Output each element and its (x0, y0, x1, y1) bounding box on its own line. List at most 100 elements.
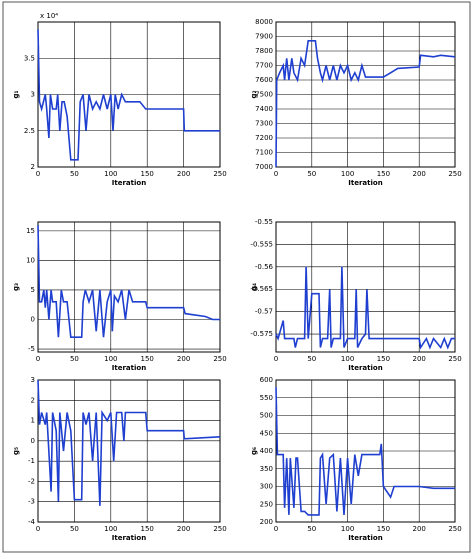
y-tick-label: 3.5 (24, 54, 35, 62)
x-tick-label: 200 (177, 355, 190, 363)
y-tick-label: 200 (260, 518, 273, 526)
y-tick-label: 7400 (255, 105, 273, 113)
y-axis-label: g₁ (12, 90, 20, 98)
x-tick-label: 250 (448, 355, 461, 363)
x-tick-label: 100 (104, 355, 117, 363)
y-tick-label: 8000 (255, 18, 273, 26)
x-tick-label: 150 (377, 170, 390, 178)
x-tick-label: 250 (213, 355, 226, 363)
y-tick-label: 300 (260, 483, 273, 491)
x-tick-label: 0 (36, 170, 40, 178)
x-tick-label: 150 (141, 525, 154, 533)
y-tick-label: 7100 (255, 149, 273, 157)
y-tick-label: 7500 (255, 91, 273, 99)
x-tick-label: 250 (213, 170, 226, 178)
y-axis-label: g₄ (250, 283, 258, 291)
y-tick-label: 2 (31, 396, 35, 404)
x-tick-label: 200 (413, 525, 426, 533)
x-tick-label: 0 (36, 525, 40, 533)
x-tick-label: 250 (213, 525, 226, 533)
y-axis-label: g₅ (12, 447, 20, 455)
y-tick-label: -0.55 (255, 218, 273, 226)
x-tick-label: 150 (141, 355, 154, 363)
x-tick-label: 50 (307, 170, 316, 178)
y-tick-label: -0.565 (250, 285, 273, 293)
x-tick-label: 0 (36, 355, 40, 363)
x-axis-label: Iteration (112, 364, 146, 372)
y-tick-label: 1 (31, 417, 35, 425)
y-tick-label: 5 (31, 286, 35, 294)
y-tick-label: -0.57 (255, 308, 273, 316)
plot-area (37, 21, 221, 168)
y-tick-label: 7200 (255, 134, 273, 142)
x-tick-label: 100 (104, 525, 117, 533)
data-line (275, 40, 456, 168)
y-axis-label: g₆ (250, 447, 258, 455)
y-tick-label: -1 (28, 457, 35, 465)
x-tick-label: 50 (70, 355, 79, 363)
y-tick-label: 15 (26, 227, 35, 235)
data-line (37, 379, 221, 506)
x-tick-label: 150 (141, 170, 154, 178)
frame (2, 1, 471, 553)
x-tick-label: 250 (448, 170, 461, 178)
y-tick-label: 3 (31, 91, 35, 99)
y-tick-label: 250 (260, 500, 273, 508)
y-tick-label: 400 (260, 447, 273, 455)
data-line (275, 266, 455, 350)
x-tick-label: 250 (448, 525, 461, 533)
y-tick-label: 2.5 (24, 127, 35, 135)
x-tick-label: 50 (307, 355, 316, 363)
data-line (37, 224, 220, 338)
x-tick-label: 0 (274, 525, 278, 533)
x-tick-label: 0 (274, 170, 278, 178)
x-tick-label: 150 (377, 525, 390, 533)
y-tick-label: 0 (31, 437, 35, 445)
x-tick-label: 50 (307, 525, 316, 533)
x-tick-label: 100 (104, 170, 117, 178)
data-line (275, 387, 455, 516)
y-tick-label: 3 (31, 376, 35, 384)
y-tick-label: 2 (31, 163, 35, 171)
y-tick-label: 550 (260, 394, 273, 402)
y-tick-label: -0.575 (250, 330, 273, 338)
plot-area (275, 379, 456, 523)
x-tick-label: 200 (177, 170, 190, 178)
plot-area (37, 379, 221, 523)
x-tick-label: 100 (341, 525, 354, 533)
data-line (37, 29, 220, 161)
x-tick-label: 100 (341, 355, 354, 363)
x-tick-label: 50 (70, 170, 79, 178)
y-tick-label: 350 (260, 465, 273, 473)
x-axis-label: Iteration (348, 179, 382, 187)
y-axis-label: g₃ (12, 283, 20, 291)
y-tick-label: -3 (28, 498, 35, 506)
y-tick-label: 7900 (255, 33, 273, 41)
x-tick-label: 200 (177, 525, 190, 533)
y-tick-label: 7000 (255, 163, 273, 171)
plot-area (275, 221, 456, 353)
x-axis-label: Iteration (112, 179, 146, 187)
y-tick-label: 7700 (255, 62, 273, 70)
x-tick-label: 0 (274, 355, 278, 363)
y-tick-label: 500 (260, 412, 273, 420)
x-axis-label: Iteration (348, 364, 382, 372)
y-tick-label: -0.555 (250, 240, 273, 248)
y-tick-label: -0.56 (255, 263, 274, 271)
x-tick-label: 200 (413, 170, 426, 178)
y-tick-label: 450 (260, 429, 273, 437)
y-tick-label: 7600 (255, 76, 273, 84)
y-tick-label: 10 (26, 256, 35, 264)
x-axis-label: Iteration (112, 534, 146, 542)
axis-multiplier: x 10⁴ (40, 12, 58, 20)
x-axis-label: Iteration (348, 534, 382, 542)
x-tick-label: 150 (377, 355, 390, 363)
x-tick-label: 100 (341, 170, 354, 178)
y-tick-label: 600 (260, 376, 273, 384)
y-tick-label: -2 (28, 477, 35, 485)
y-axis-label: g₂ (250, 90, 258, 98)
y-tick-label: 0 (31, 316, 35, 324)
y-tick-label: -5 (28, 345, 35, 353)
plot-area (37, 221, 221, 353)
